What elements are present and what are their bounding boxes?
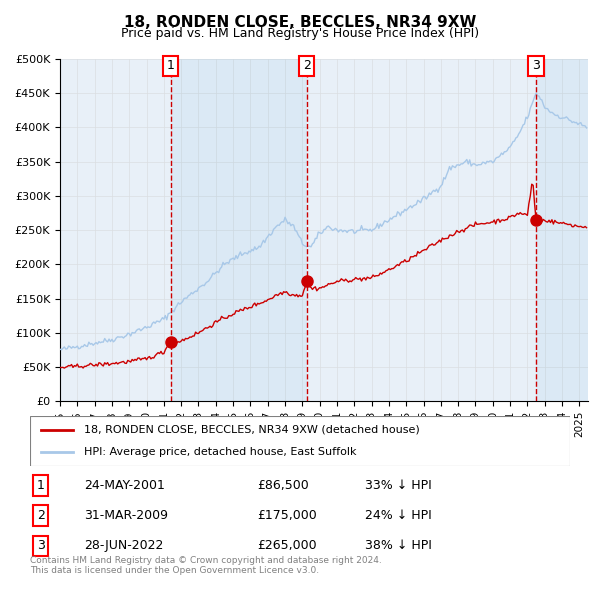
Text: 3: 3 [37, 539, 45, 552]
Text: 3: 3 [532, 60, 540, 73]
Text: 24-MAY-2001: 24-MAY-2001 [84, 479, 165, 492]
Text: 38% ↓ HPI: 38% ↓ HPI [365, 539, 431, 552]
Text: 2: 2 [37, 509, 45, 522]
Bar [60, 59, 170, 401]
Text: 18, RONDEN CLOSE, BECCLES, NR34 9XW (detached house): 18, RONDEN CLOSE, BECCLES, NR34 9XW (det… [84, 425, 420, 435]
Text: Price paid vs. HM Land Registry's House Price Index (HPI): Price paid vs. HM Land Registry's House … [121, 27, 479, 40]
Text: Contains HM Land Registry data © Crown copyright and database right 2024.
This d: Contains HM Land Registry data © Crown c… [30, 556, 382, 575]
Text: 1: 1 [167, 60, 175, 73]
Text: 2: 2 [303, 60, 311, 73]
FancyBboxPatch shape [30, 416, 570, 466]
Text: £86,500: £86,500 [257, 479, 308, 492]
Bar [170, 59, 307, 401]
Text: 31-MAR-2009: 31-MAR-2009 [84, 509, 168, 522]
Text: £265,000: £265,000 [257, 539, 316, 552]
Text: 24% ↓ HPI: 24% ↓ HPI [365, 509, 431, 522]
Bar [307, 59, 536, 401]
Text: 28-JUN-2022: 28-JUN-2022 [84, 539, 163, 552]
Text: £175,000: £175,000 [257, 509, 317, 522]
Text: 18, RONDEN CLOSE, BECCLES, NR34 9XW: 18, RONDEN CLOSE, BECCLES, NR34 9XW [124, 15, 476, 30]
Text: 1: 1 [37, 479, 45, 492]
Bar [536, 59, 588, 401]
Text: HPI: Average price, detached house, East Suffolk: HPI: Average price, detached house, East… [84, 447, 356, 457]
Text: 33% ↓ HPI: 33% ↓ HPI [365, 479, 431, 492]
